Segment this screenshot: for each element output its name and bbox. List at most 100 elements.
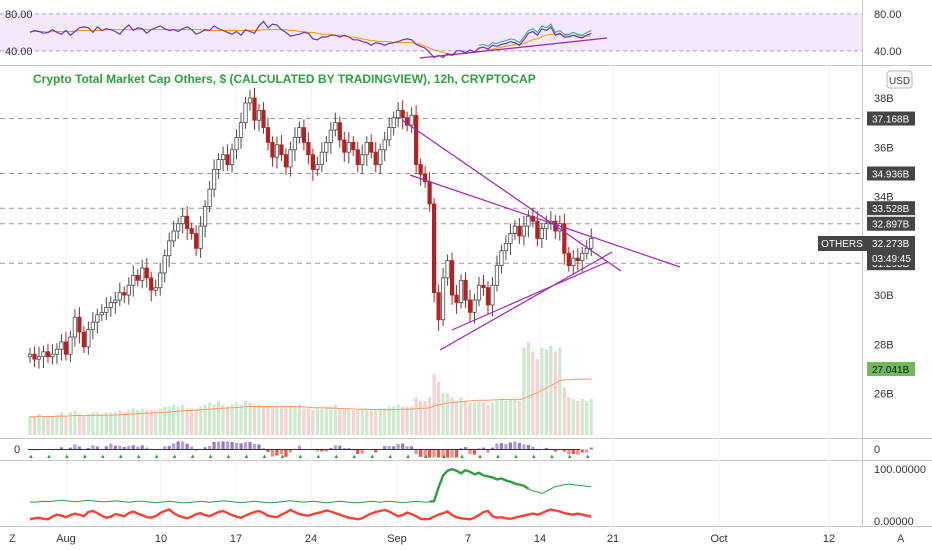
price-level-label: 34.936B — [872, 170, 910, 181]
histogram-bar — [257, 444, 261, 450]
candle-body — [494, 265, 500, 286]
volume-bar — [553, 351, 557, 435]
currency-button[interactable]: USD — [886, 70, 913, 89]
last-price-label: 32.273B — [872, 239, 910, 250]
time-axis-tick: 17 — [230, 533, 242, 545]
candle-body — [539, 228, 544, 239]
candle-body — [467, 299, 473, 313]
volume-bar — [441, 393, 445, 435]
candle-body — [328, 129, 333, 143]
histogram-right-label: 0 — [874, 444, 880, 456]
timezone-button[interactable]: Z — [9, 533, 16, 545]
price-axis-tick: 30B — [874, 290, 894, 302]
volume-bar — [324, 406, 328, 435]
oscillator-pane: 100.00000 0.00000 — [29, 464, 926, 528]
histogram-bar — [243, 442, 248, 450]
histogram-zero-label: 0 — [14, 444, 20, 456]
candle-body — [194, 233, 199, 249]
rsi-band — [0, 13, 862, 51]
time-axis[interactable]: Aug 10 17 24 Sep 7 14 21 Oct 12 — [56, 533, 835, 545]
candlesticks — [27, 87, 594, 369]
rsi-left-tick-40: 40.00 — [5, 46, 33, 58]
histogram-bar — [208, 445, 212, 450]
candle-body — [364, 141, 369, 156]
candle-body — [81, 331, 86, 348]
candle-body — [337, 122, 342, 141]
volume-bar — [28, 416, 32, 435]
triangle-inner-trendline[interactable] — [451, 261, 608, 331]
histogram-bar — [185, 443, 189, 450]
candle-body — [140, 267, 145, 281]
currency-button-label[interactable]: USD — [889, 76, 910, 87]
triangle-resistance-trendline[interactable] — [409, 174, 681, 268]
histogram-bar — [190, 446, 194, 450]
volume-bar — [544, 349, 548, 435]
currency-button-box[interactable] — [886, 70, 913, 89]
candle-body — [90, 321, 95, 331]
histogram-bar — [526, 445, 530, 450]
volume-bar — [234, 402, 239, 435]
candle-body — [54, 348, 60, 355]
volume-bar — [208, 402, 212, 435]
price-level-label-box — [867, 216, 915, 231]
candle-body — [566, 252, 571, 266]
candle-body — [238, 122, 244, 138]
candle-body — [50, 353, 55, 358]
volume-bar — [136, 410, 140, 435]
histogram-bar — [113, 445, 117, 450]
candle-body — [256, 109, 262, 121]
volume-bars — [28, 341, 593, 435]
candle-body — [113, 299, 118, 303]
candle-body — [86, 329, 91, 348]
auto-scale-button[interactable]: A — [897, 533, 905, 545]
histogram-bar — [414, 449, 418, 455]
price-level-label: 32.897B — [872, 220, 910, 231]
histogram-bar — [495, 443, 499, 450]
volume-bar — [64, 416, 68, 435]
histogram-bar — [450, 449, 454, 458]
signal-dot-icon: ▲ — [46, 454, 52, 460]
candle-body — [59, 341, 64, 350]
volume-bar — [77, 414, 81, 435]
histogram-bar — [405, 446, 409, 450]
countdown-label: 03:49:45 — [872, 254, 911, 265]
candle-body — [126, 284, 131, 296]
volume-bar — [445, 393, 450, 435]
triangle-upper-trendline[interactable] — [401, 119, 622, 272]
volume-label: 27.041B — [872, 365, 910, 376]
candle-body — [225, 154, 230, 165]
histogram-bar — [486, 449, 490, 453]
triangle-lower-trendline[interactable] — [439, 251, 613, 351]
volume-bar — [405, 406, 409, 435]
volume-bar — [145, 410, 149, 435]
histogram-bar — [163, 446, 167, 450]
volume-bar — [522, 347, 526, 435]
histogram-bar — [127, 445, 131, 450]
volume-bar — [365, 408, 369, 435]
volume-bar — [149, 410, 153, 435]
volume-bar — [100, 414, 104, 435]
volume-bar — [315, 408, 319, 435]
volume-bar — [401, 406, 405, 435]
histogram-bar — [333, 445, 337, 450]
candle-body — [270, 141, 275, 158]
candle-body — [526, 215, 531, 227]
volume-bar — [302, 408, 306, 435]
volume-bar — [580, 398, 584, 435]
rsi-support-trendline[interactable] — [419, 37, 608, 59]
volume-bar — [477, 400, 481, 435]
candle-body — [131, 275, 136, 286]
triangle-drawing[interactable] — [401, 119, 681, 351]
volume-bar — [95, 412, 99, 435]
volume-bar — [68, 412, 73, 435]
histogram-bar — [576, 449, 580, 455]
volume-bar — [387, 406, 391, 435]
candle-body — [158, 272, 163, 289]
candle-body — [77, 316, 82, 333]
price-axis-tick: 34B — [874, 192, 894, 204]
volume-bar — [423, 400, 427, 435]
candle-body — [319, 151, 324, 165]
candle-body — [220, 154, 226, 161]
